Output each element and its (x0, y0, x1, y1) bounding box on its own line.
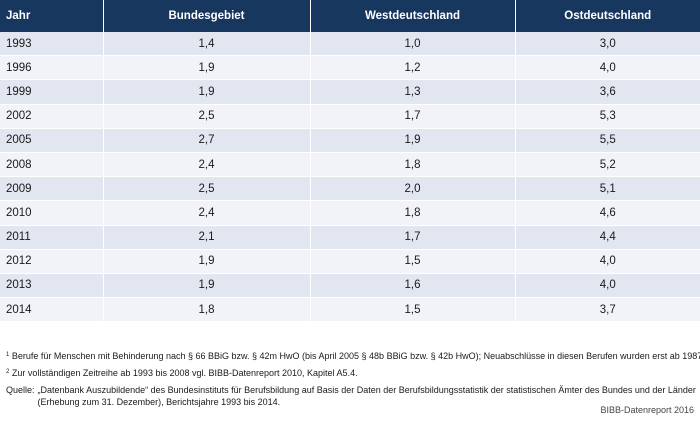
cell-bundesgebiet: 1,9 (103, 273, 311, 299)
table-row: 1999 1,9 1,3 3,6 (0, 79, 700, 105)
cell-year: 2009 (0, 176, 104, 202)
header-jahr: Jahr (0, 0, 104, 32)
cell-westdeutschland: 1,5 (310, 297, 516, 323)
cell-ostdeutschland: 5,5 (515, 128, 700, 153)
cell-bundesgebiet: 1,9 (103, 55, 311, 81)
table-row: 1993 1,4 1,0 3,0 (0, 32, 700, 57)
cell-westdeutschland: 1,2 (310, 55, 516, 81)
footnote-mark: 2 (6, 369, 10, 375)
table-row: 2011 2,1 1,7 4,4 (0, 225, 700, 250)
cell-ostdeutschland: 5,2 (515, 152, 700, 178)
cell-bundesgebiet: 2,4 (103, 152, 311, 178)
cell-year: 2013 (0, 273, 104, 299)
table-row: 2013 1,9 1,6 4,0 (0, 273, 700, 299)
cell-ostdeutschland: 3,6 (515, 79, 700, 105)
table-row: 2014 1,8 1,5 3,7 (0, 297, 700, 323)
cell-bundesgebiet: 2,4 (103, 200, 311, 226)
table-row: 2008 2,4 1,8 5,2 (0, 152, 700, 178)
cell-bundesgebiet: 1,9 (103, 249, 311, 274)
footnotes-block: 1 Berufe für Menschen mit Behinderung na… (6, 349, 700, 408)
cell-year: 2002 (0, 104, 104, 129)
cell-bundesgebiet: 1,9 (103, 79, 311, 105)
cell-bundesgebiet: 2,5 (103, 104, 311, 129)
table-row: 2005 2,7 1,9 5,5 (0, 128, 700, 153)
header-westdeutschland: Westdeutschland (310, 0, 516, 32)
table-row: 2010 2,4 1,8 4,6 (0, 200, 700, 226)
cell-ostdeutschland: 5,3 (515, 104, 700, 129)
cell-westdeutschland: 1,7 (310, 104, 516, 129)
table-row: 2012 1,9 1,5 4,0 (0, 249, 700, 274)
cell-year: 2005 (0, 128, 104, 153)
cell-ostdeutschland: 5,1 (515, 176, 700, 202)
cell-year: 2011 (0, 225, 104, 250)
cell-ostdeutschland: 4,4 (515, 225, 700, 250)
cell-year: 2014 (0, 297, 104, 323)
cell-bundesgebiet: 1,8 (103, 297, 311, 323)
cell-bundesgebiet: 2,7 (103, 128, 311, 153)
source-label: Quelle: (6, 385, 35, 395)
cell-year: 1999 (0, 79, 104, 105)
header-ostdeutschland: Ostdeutschland (515, 0, 700, 32)
cell-westdeutschland: 1,0 (310, 32, 516, 57)
source-text: „Datenbank Auszubildende“ des Bundesinst… (37, 385, 696, 407)
source-note: Quelle: „Datenbank Auszubildende“ des Bu… (6, 384, 696, 408)
header-bundesgebiet: Bundesgebiet (103, 0, 311, 32)
cell-westdeutschland: 2,0 (310, 176, 516, 202)
cell-ostdeutschland: 3,0 (515, 32, 700, 57)
cell-westdeutschland: 1,8 (310, 152, 516, 178)
table-header-row: Jahr Bundesgebiet Westdeutschland Ostdeu… (0, 0, 700, 32)
cell-year: 2008 (0, 152, 104, 178)
table-row: 2002 2,5 1,7 5,3 (0, 104, 700, 129)
cell-bundesgebiet: 2,5 (103, 176, 311, 202)
footnote-mark: 1 (6, 352, 10, 358)
cell-westdeutschland: 1,3 (310, 79, 516, 105)
cell-ostdeutschland: 4,0 (515, 273, 700, 299)
cell-ostdeutschland: 3,7 (515, 297, 700, 323)
cell-year: 1996 (0, 55, 104, 81)
table-row: 2009 2,5 2,0 5,1 (0, 176, 700, 202)
data-table: Jahr Bundesgebiet Westdeutschland Ostdeu… (0, 0, 700, 323)
footnote-2: 2 Zur vollständigen Zeitreihe ab 1993 bi… (6, 366, 696, 379)
cell-bundesgebiet: 1,4 (103, 32, 311, 57)
cell-westdeutschland: 1,5 (310, 249, 516, 274)
footnote-text: Berufe für Menschen mit Behinderung nach… (11, 351, 700, 361)
cell-westdeutschland: 1,7 (310, 225, 516, 250)
cell-year: 1993 (0, 32, 104, 57)
cell-ostdeutschland: 4,0 (515, 55, 700, 81)
cell-year: 2012 (0, 249, 104, 274)
cell-ostdeutschland: 4,6 (515, 200, 700, 226)
footnote-text: Zur vollständigen Zeitreihe ab 1993 bis … (11, 368, 358, 378)
report-credit: BIBB-Datenreport 2016 (600, 405, 694, 415)
table-row: 1996 1,9 1,2 4,0 (0, 55, 700, 81)
cell-westdeutschland: 1,6 (310, 273, 516, 299)
cell-westdeutschland: 1,8 (310, 200, 516, 226)
footnote-1: 1 Berufe für Menschen mit Behinderung na… (6, 349, 700, 362)
cell-bundesgebiet: 2,1 (103, 225, 311, 250)
cell-ostdeutschland: 4,0 (515, 249, 700, 274)
cell-year: 2010 (0, 200, 104, 226)
cell-westdeutschland: 1,9 (310, 128, 516, 153)
